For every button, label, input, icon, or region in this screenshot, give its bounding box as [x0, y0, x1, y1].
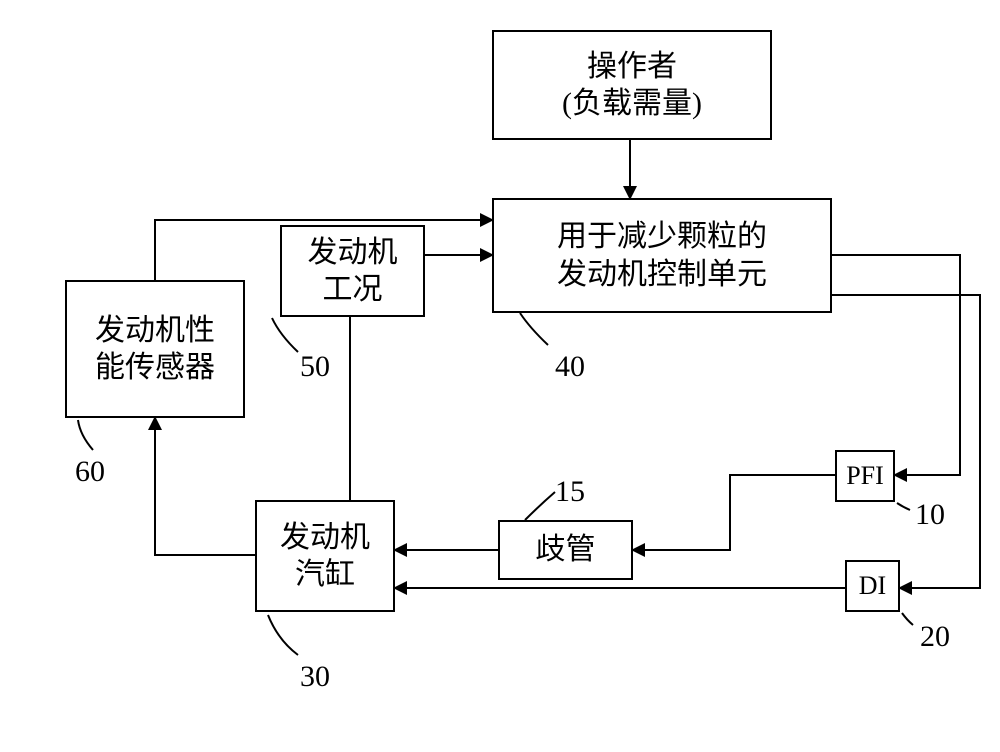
leader-l15	[525, 492, 555, 520]
di-box: DI	[845, 560, 900, 612]
label-50: 50	[300, 350, 330, 384]
cylinder-text-l1: 发动机	[280, 519, 370, 557]
cylinder-text-l2: 汽缸	[295, 556, 355, 594]
di-text-l1: DI	[859, 570, 886, 603]
label-10: 10	[915, 498, 945, 532]
operator-text-l1: 操作者	[587, 48, 677, 86]
sensor-text-l2: 能传感器	[95, 349, 215, 387]
leader-l30	[268, 615, 298, 655]
manifold-box: 歧管	[498, 520, 633, 580]
operator-box: 操作者 (负载需量)	[492, 30, 772, 140]
arrow-ecu_to_di	[832, 295, 980, 588]
label-40: 40	[555, 350, 585, 384]
ecu-text-l1: 用于减少颗粒的	[557, 218, 767, 256]
diagram-canvas: 操作者 (负载需量) 用于减少颗粒的 发动机控制单元 发动机 工况 发动机性 能…	[0, 0, 1000, 752]
leader-l50	[272, 318, 298, 352]
label-60: 60	[75, 455, 105, 489]
leader-l20	[902, 613, 913, 625]
label-15: 15	[555, 475, 585, 509]
pfi-box: PFI	[835, 450, 895, 502]
condition-text-l2: 工况	[323, 271, 383, 309]
ecu-text-l2: 发动机控制单元	[557, 256, 767, 294]
sensor-box: 发动机性 能传感器	[65, 280, 245, 418]
condition-box: 发动机 工况	[280, 225, 425, 317]
label-30: 30	[300, 660, 330, 694]
leader-l60	[78, 420, 93, 450]
manifold-text-l1: 歧管	[536, 531, 596, 569]
pfi-text-l1: PFI	[846, 460, 884, 493]
label-20: 20	[920, 620, 950, 654]
ecu-box: 用于减少颗粒的 发动机控制单元	[492, 198, 832, 313]
sensor-text-l1: 发动机性	[95, 312, 215, 350]
arrow-cyl_to_sensor	[155, 418, 255, 555]
cylinder-box: 发动机 汽缸	[255, 500, 395, 612]
leader-l10	[897, 503, 910, 510]
arrow-pfi_to_manifold	[633, 475, 835, 550]
operator-text-l2: (负载需量)	[562, 85, 702, 123]
arrow-ecu_to_pfi	[832, 255, 960, 475]
leader-l40	[520, 313, 548, 345]
condition-text-l1: 发动机	[308, 234, 398, 272]
